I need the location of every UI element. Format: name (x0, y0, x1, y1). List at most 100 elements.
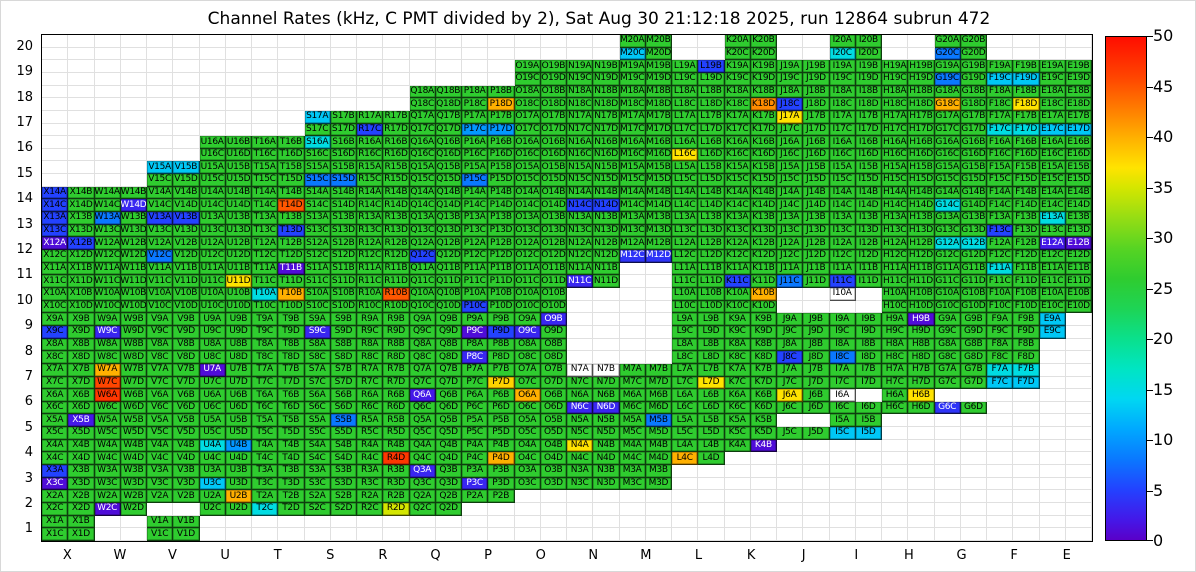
heatmap-cell: K15D (750, 174, 777, 187)
heatmap-cell (68, 148, 95, 162)
heatmap-cell (645, 313, 672, 326)
heatmap-cell: T13A (252, 212, 279, 225)
heatmap-cell: K18D (750, 98, 777, 111)
heatmap-cell: V5C (147, 427, 174, 440)
heatmap-cell: K7A (724, 363, 751, 377)
heatmap-cell: S17B (330, 110, 357, 124)
heatmap-cell: O9B (540, 313, 567, 326)
heatmap-cell: H10B (908, 287, 935, 301)
heatmap-cell: V9D (173, 325, 200, 339)
heatmap-cell: F14A (987, 186, 1014, 200)
heatmap-cell: J12B (803, 237, 830, 251)
heatmap-cell: Q15B (435, 161, 462, 175)
heatmap-cell: V3B (173, 465, 200, 478)
heatmap-cell: M14B (645, 186, 672, 200)
heatmap-cell: N18B (593, 85, 620, 99)
heatmap-cell: H17D (908, 123, 935, 137)
heatmap-cell: S9C (304, 325, 331, 339)
heatmap-cell: M3C (619, 477, 646, 491)
heatmap-cell: Q4B (435, 439, 462, 453)
heatmap-cell: F13C (987, 224, 1014, 238)
heatmap-cell: W3C (94, 477, 121, 491)
heatmap-cell: M6A (619, 389, 646, 402)
heatmap-cell: V5A (147, 414, 174, 428)
y-axis-label: 12 (16, 241, 33, 257)
heatmap-cell: S14D (330, 199, 357, 213)
heatmap-cell (593, 47, 620, 61)
heatmap-cell: M6C (619, 401, 646, 415)
x-axis-label: X (62, 548, 72, 563)
heatmap-cell: X14A (42, 186, 69, 200)
heatmap-cell (960, 414, 987, 428)
heatmap-cell: V2B (173, 490, 200, 504)
heatmap-cell: K18C (724, 98, 751, 111)
heatmap-cell: L17C (672, 123, 699, 137)
heatmap-cell: N15A (567, 161, 594, 175)
heatmap-cell: N4D (593, 452, 620, 466)
heatmap-cell: M14D (645, 199, 672, 213)
heatmap-cell: F16C (987, 148, 1014, 162)
heatmap-cell: W9B (120, 313, 147, 326)
heatmap-cell: R12C (357, 250, 384, 263)
heatmap-cell: G10D (960, 300, 987, 314)
heatmap-cell: J17D (803, 123, 830, 137)
heatmap-cell: U10C (199, 300, 226, 314)
heatmap-cell (435, 515, 462, 529)
heatmap-cell: S11D (330, 275, 357, 288)
heatmap-cell: T11D (278, 275, 305, 288)
heatmap-cell: H14A (882, 186, 909, 200)
heatmap-cell: Q2D (435, 503, 462, 516)
heatmap-cell (199, 60, 226, 73)
heatmap-cell: E19D (1065, 72, 1092, 86)
heatmap-cell (698, 477, 725, 491)
heatmap-cell: H16D (908, 148, 935, 162)
heatmap-cell (540, 47, 567, 61)
heatmap-cell (252, 98, 279, 111)
heatmap-cell: J7B (803, 363, 830, 377)
heatmap-cell: R11D (383, 275, 410, 288)
heatmap-cell: H19B (908, 60, 935, 73)
heatmap-cell: P4B (488, 439, 515, 453)
heatmap-cell: K11C (724, 275, 751, 288)
heatmap-cell: P5A (462, 414, 489, 428)
heatmap-cell: O19A (514, 60, 541, 73)
heatmap-cell (435, 47, 462, 61)
heatmap-cell: O9D (540, 325, 567, 339)
heatmap-cell (960, 439, 987, 453)
heatmap-cell: K17B (750, 110, 777, 124)
heatmap-cell: V12A (147, 237, 174, 251)
heatmap-cell: W12A (94, 237, 121, 251)
heatmap-cell: K10B (750, 287, 777, 301)
heatmap-cell: W7A (94, 363, 121, 377)
heatmap-cell: X5B (68, 414, 95, 428)
heatmap-cell (462, 528, 489, 541)
heatmap-cell: X11C (42, 275, 69, 288)
heatmap-cell: I12D (855, 250, 882, 263)
heatmap-cell (672, 515, 699, 529)
heatmap-cell: E17D (1065, 123, 1092, 137)
heatmap-cell (42, 72, 69, 86)
heatmap-cell: W7C (94, 376, 121, 390)
heatmap-cell (199, 85, 226, 99)
heatmap-cell (750, 490, 777, 504)
heatmap-cell (68, 161, 95, 175)
heatmap-cell: V11C (147, 275, 174, 288)
heatmap-cell: M4D (645, 452, 672, 466)
heatmap-cell: R15A (357, 161, 384, 175)
heatmap-cell: Q3D (435, 477, 462, 491)
heatmap-cell: J5C (777, 427, 804, 440)
heatmap-cell: U9A (199, 313, 226, 326)
heatmap-cell: W5D (120, 427, 147, 440)
heatmap-cell (672, 490, 699, 504)
heatmap-cell (1039, 490, 1066, 504)
heatmap-cell (1039, 414, 1066, 428)
heatmap-cell: H15D (908, 174, 935, 187)
heatmap-cell: U15A (199, 161, 226, 175)
heatmap-cell: S16B (330, 136, 357, 149)
heatmap-cell: K20C (724, 47, 751, 61)
heatmap-cell (803, 300, 830, 314)
heatmap-cell: Q12A (409, 237, 436, 251)
colorbar-tick-label: 50 (1153, 26, 1174, 45)
heatmap-cell: Q9C (409, 325, 436, 339)
heatmap-cell (199, 35, 226, 48)
